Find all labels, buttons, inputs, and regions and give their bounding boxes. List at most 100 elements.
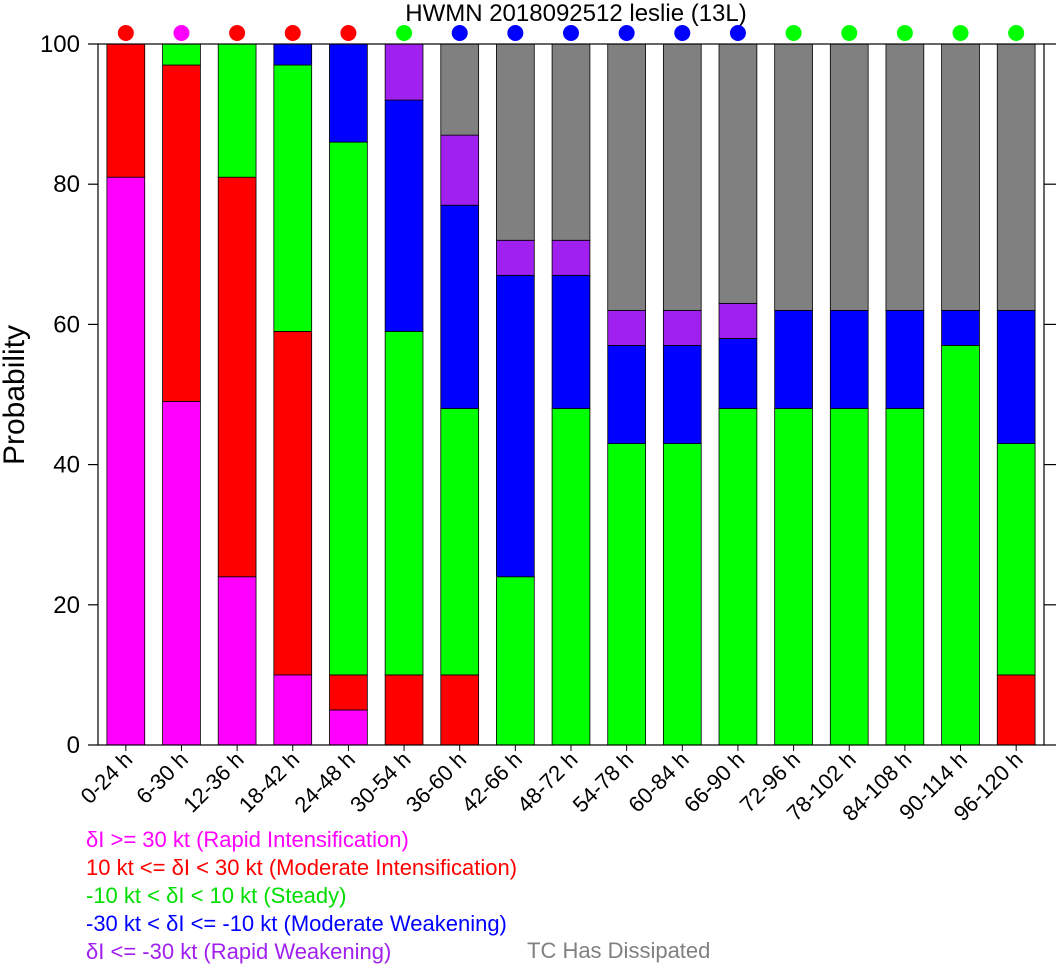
- bar-segment-1-5: [384, 674, 424, 746]
- bar-segment-2-12: [774, 408, 813, 746]
- x-tick-label-4: 24-48 h: [290, 747, 360, 817]
- bar-segment-5-13: [829, 43, 869, 311]
- bar-segment-2-1: [162, 43, 201, 66]
- plot-frame: [97, 43, 1045, 746]
- top-marker-12: [785, 25, 802, 41]
- bar-segment-3-3: [273, 43, 313, 66]
- top-marker-3: [284, 25, 301, 41]
- bar-segment-3-5: [384, 99, 424, 332]
- x-tick-label-0: 0-24 h: [76, 747, 138, 809]
- top-marker-1: [173, 25, 190, 41]
- bar-segment-3-12: [774, 309, 813, 409]
- bar-segment-5-16: [996, 43, 1036, 311]
- bar-segment-2-11: [718, 408, 758, 746]
- chart-title: HWMN 2018092512 leslie (13L): [405, 0, 747, 27]
- bar-segment-2-15: [941, 345, 980, 746]
- top-marker-0: [117, 25, 134, 41]
- bar-segment-3-7: [496, 274, 535, 578]
- y-tick-label-0: 0: [67, 732, 80, 759]
- bar-segment-4-5: [384, 43, 424, 101]
- bar-segment-1-0: [106, 43, 146, 178]
- bar-segment-2-10: [662, 443, 702, 746]
- bar-segment-4-11: [718, 302, 758, 339]
- bar-segment-1-4: [329, 674, 368, 711]
- top-marker-11: [729, 25, 746, 41]
- bar-segment-3-15: [941, 309, 980, 346]
- bar-segment-5-14: [885, 43, 925, 311]
- top-marker-4: [340, 25, 357, 41]
- bar-segment-3-9: [607, 345, 646, 444]
- bar-segment-5-6: [440, 43, 480, 136]
- bar-segment-1-3: [273, 331, 313, 676]
- legend-entry-moderate-weakening: -30 kt < δI <= -10 kt (Moderate Weakenin…: [86, 911, 507, 936]
- bar-segment-3-6: [440, 204, 480, 409]
- legend-entry-moderate-intensification: 10 kt <= δI < 30 kt (Moderate Intensific…: [86, 855, 518, 880]
- bar-segment-4-8: [551, 239, 591, 276]
- bar-segment-5-7: [496, 43, 535, 241]
- bar-segment-2-16: [996, 443, 1036, 676]
- x-tick-label-5: 30-54 h: [345, 747, 415, 817]
- bar-segment-3-14: [885, 309, 925, 409]
- top-marker-14: [896, 25, 913, 41]
- top-marker-9: [618, 25, 635, 41]
- top-marker-6: [451, 25, 468, 41]
- bar-segment-1-2: [217, 176, 257, 578]
- x-tick-label-2: 12-36 h: [178, 747, 248, 817]
- top-marker-7: [507, 25, 524, 41]
- bar-segment-4-6: [440, 134, 480, 206]
- bar-segment-5-15: [941, 43, 980, 311]
- bar-segment-3-10: [662, 345, 702, 444]
- bar-segment-2-3: [273, 64, 313, 332]
- bar-segment-0-1: [162, 401, 201, 746]
- bar-segment-3-16: [996, 309, 1036, 444]
- x-tick-label-9: 54-78 h: [568, 747, 638, 817]
- x-tick-label-6: 36-60 h: [401, 747, 471, 817]
- bar-segment-1-6: [440, 674, 480, 746]
- bar-segment-0-2: [217, 576, 257, 746]
- bar-segment-0-3: [273, 674, 313, 746]
- y-tick-label-2: 40: [53, 452, 80, 479]
- top-marker-5: [396, 25, 413, 41]
- bar-segment-2-13: [829, 408, 869, 746]
- bar-segment-5-10: [662, 43, 702, 311]
- bar-segment-5-8: [551, 43, 591, 241]
- top-marker-15: [952, 25, 969, 41]
- bar-segment-5-11: [718, 43, 758, 304]
- bar-segment-3-13: [829, 309, 869, 409]
- bar-segment-0-0: [106, 176, 146, 746]
- axes-group: [88, 43, 1056, 751]
- bar-segment-2-7: [496, 576, 535, 746]
- bar-segment-2-9: [607, 443, 646, 746]
- bar-segment-2-2: [217, 43, 257, 178]
- bars-group: [106, 43, 1036, 746]
- bar-segment-2-5: [384, 331, 424, 676]
- bar-segment-3-4: [329, 43, 368, 143]
- bar-segment-0-4: [329, 709, 368, 746]
- bar-segment-4-10: [662, 309, 702, 346]
- bar-segment-1-1: [162, 64, 201, 402]
- legend-entry-dissipated: TC Has Dissipated: [527, 938, 711, 963]
- bar-segment-2-6: [440, 408, 480, 676]
- bar-segment-5-9: [607, 43, 646, 311]
- bar-segment-3-8: [551, 274, 591, 409]
- y-tick-label-3: 60: [53, 311, 80, 338]
- bar-segment-2-8: [551, 408, 591, 746]
- top-marker-10: [674, 25, 691, 41]
- top-marker-8: [563, 25, 579, 41]
- legend-entry-rapid-weakening: δI <= -30 kt (Rapid Weakening): [86, 939, 392, 964]
- y-tick-label-1: 20: [53, 592, 80, 619]
- legend-entry-steady: -10 kt < δI < 10 kt (Steady): [86, 883, 347, 908]
- x-tick-label-10: 60-84 h: [623, 747, 693, 817]
- top-markers-group: [117, 25, 1025, 41]
- y-tick-label-5: 100: [40, 31, 80, 58]
- x-tick-label-3: 18-42 h: [234, 747, 304, 817]
- bar-segment-3-11: [718, 338, 758, 409]
- bar-segment-2-14: [885, 408, 925, 746]
- bar-segment-4-7: [496, 239, 535, 276]
- top-marker-2: [229, 25, 246, 41]
- top-marker-16: [1008, 25, 1025, 41]
- bar-segment-4-9: [607, 309, 646, 346]
- y-axis-label: Probability: [0, 325, 31, 465]
- x-tick-label-11: 66-90 h: [679, 747, 749, 817]
- x-tick-label-7: 42-66 h: [456, 747, 526, 817]
